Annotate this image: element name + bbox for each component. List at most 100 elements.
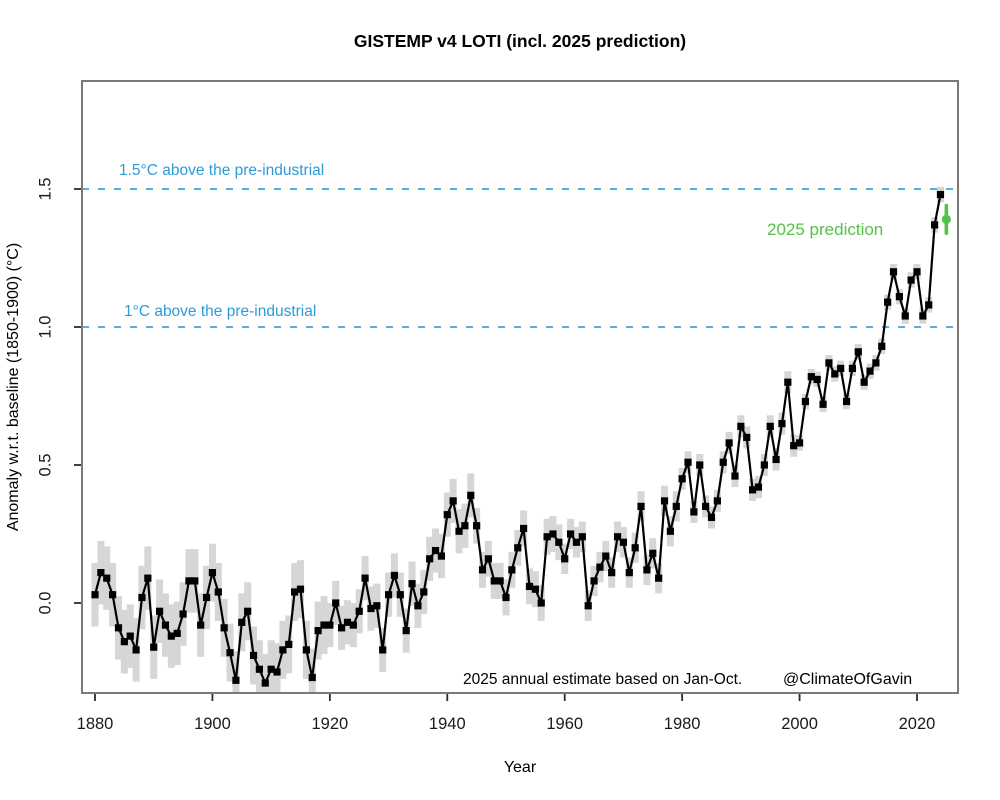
data-point-marker bbox=[97, 569, 105, 577]
plot-box bbox=[81, 80, 959, 694]
data-point-marker bbox=[919, 312, 927, 320]
data-point-marker bbox=[267, 665, 275, 673]
data-point-marker bbox=[185, 577, 193, 585]
data-point-marker bbox=[602, 552, 610, 560]
chart-title: GISTEMP v4 LOTI (incl. 2025 prediction) bbox=[353, 31, 687, 51]
data-point-marker bbox=[831, 370, 839, 378]
data-point-marker bbox=[220, 624, 228, 632]
data-point-marker bbox=[725, 439, 733, 447]
data-point-marker bbox=[138, 593, 146, 602]
uncertainty-band bbox=[91, 186, 944, 692]
data-point-marker bbox=[520, 524, 528, 533]
data-point-marker bbox=[367, 604, 375, 613]
data-point-marker bbox=[901, 312, 909, 320]
data-point-marker bbox=[731, 472, 739, 480]
data-point-marker bbox=[772, 455, 780, 464]
estimate-note: 2025 annual estimate based on Jan-Oct. bbox=[463, 671, 743, 688]
data-point-marker bbox=[543, 533, 551, 541]
data-point-marker bbox=[402, 627, 410, 635]
data-point-marker bbox=[103, 574, 111, 582]
y-tick-label: 0.5 bbox=[36, 454, 54, 477]
data-point-marker bbox=[713, 497, 721, 505]
data-point-marker bbox=[807, 373, 815, 381]
data-point-marker bbox=[437, 552, 446, 560]
data-point-marker bbox=[737, 422, 745, 430]
data-point-marker bbox=[396, 591, 404, 599]
data-point-marker bbox=[895, 293, 903, 301]
data-point-marker bbox=[754, 483, 763, 491]
data-point-marker bbox=[578, 533, 586, 541]
data-point-marker bbox=[631, 544, 639, 552]
data-point-marker bbox=[778, 420, 786, 428]
data-point-marker bbox=[244, 607, 252, 615]
data-point-marker bbox=[197, 621, 205, 629]
data-point-marker bbox=[813, 375, 821, 384]
data-point-marker bbox=[637, 502, 645, 510]
x-tick-label: 1920 bbox=[311, 715, 348, 733]
data-point-marker bbox=[443, 511, 451, 519]
data-point-marker bbox=[684, 458, 692, 466]
credit-handle: @ClimateOfGavin bbox=[783, 671, 913, 688]
data-point-marker bbox=[625, 569, 633, 577]
data-point-marker bbox=[420, 588, 428, 596]
data-point-marker bbox=[161, 621, 170, 629]
y-tick-label: 1.5 bbox=[36, 178, 54, 201]
data-point-marker bbox=[931, 221, 939, 229]
data-point-marker bbox=[561, 555, 569, 563]
data-point-marker bbox=[179, 610, 187, 618]
data-point-marker bbox=[525, 582, 534, 591]
data-point-marker bbox=[202, 593, 211, 602]
data-point-marker bbox=[719, 458, 727, 466]
data-point-marker bbox=[408, 580, 416, 588]
data-point-marker bbox=[590, 577, 598, 585]
data-point-marker bbox=[291, 588, 299, 596]
data-point-marker bbox=[760, 461, 768, 469]
data-point-marker bbox=[514, 544, 522, 552]
data-point-marker bbox=[473, 522, 481, 530]
data-point-marker bbox=[743, 433, 751, 441]
data-point-marker bbox=[120, 638, 128, 646]
data-point-marker bbox=[461, 522, 469, 530]
data-point-marker bbox=[361, 574, 369, 582]
x-tick-label: 1960 bbox=[546, 715, 583, 733]
data-point-marker bbox=[449, 497, 457, 505]
data-point-marker bbox=[91, 591, 99, 599]
data-point-marker bbox=[643, 566, 651, 574]
series-line bbox=[93, 194, 942, 685]
data-point-marker bbox=[144, 574, 152, 582]
data-point-marker bbox=[373, 602, 381, 610]
anomaly-series bbox=[91, 190, 945, 687]
data-point-marker bbox=[666, 527, 674, 535]
data-point-marker bbox=[872, 359, 880, 367]
data-point-marker bbox=[848, 364, 857, 372]
threshold-label-1p5: 1.5°C above the pre-industrial bbox=[119, 162, 325, 179]
data-point-marker bbox=[584, 602, 592, 610]
y-tick-label: 0.0 bbox=[36, 592, 54, 615]
data-point-marker bbox=[255, 665, 263, 673]
data-point-marker bbox=[549, 530, 557, 538]
data-point-marker bbox=[707, 513, 716, 522]
data-point-marker bbox=[484, 555, 492, 563]
data-point-marker bbox=[261, 679, 269, 687]
data-point-marker bbox=[531, 585, 539, 593]
data-point-marker bbox=[150, 643, 158, 651]
data-point-marker bbox=[678, 475, 686, 483]
data-point-marker bbox=[355, 607, 363, 615]
data-point-marker bbox=[478, 566, 487, 574]
data-point-marker bbox=[191, 577, 199, 585]
data-point-marker bbox=[842, 397, 851, 406]
data-point-marker bbox=[925, 301, 933, 309]
y-tick-label: 1.0 bbox=[36, 316, 54, 339]
data-point-marker bbox=[490, 577, 498, 585]
data-point-marker bbox=[854, 348, 862, 356]
data-point-marker bbox=[343, 618, 352, 626]
data-point-marker bbox=[285, 640, 293, 648]
data-point-marker bbox=[907, 276, 915, 284]
data-point-marker bbox=[390, 571, 399, 579]
data-point-marker bbox=[889, 268, 898, 276]
data-point-marker bbox=[508, 566, 516, 574]
y-axis-label: Anomaly w.r.t. baseline (1850-1900) (°C) bbox=[5, 242, 22, 532]
data-point-marker bbox=[801, 397, 810, 406]
data-point-marker bbox=[238, 618, 246, 626]
data-point-marker bbox=[455, 527, 463, 535]
